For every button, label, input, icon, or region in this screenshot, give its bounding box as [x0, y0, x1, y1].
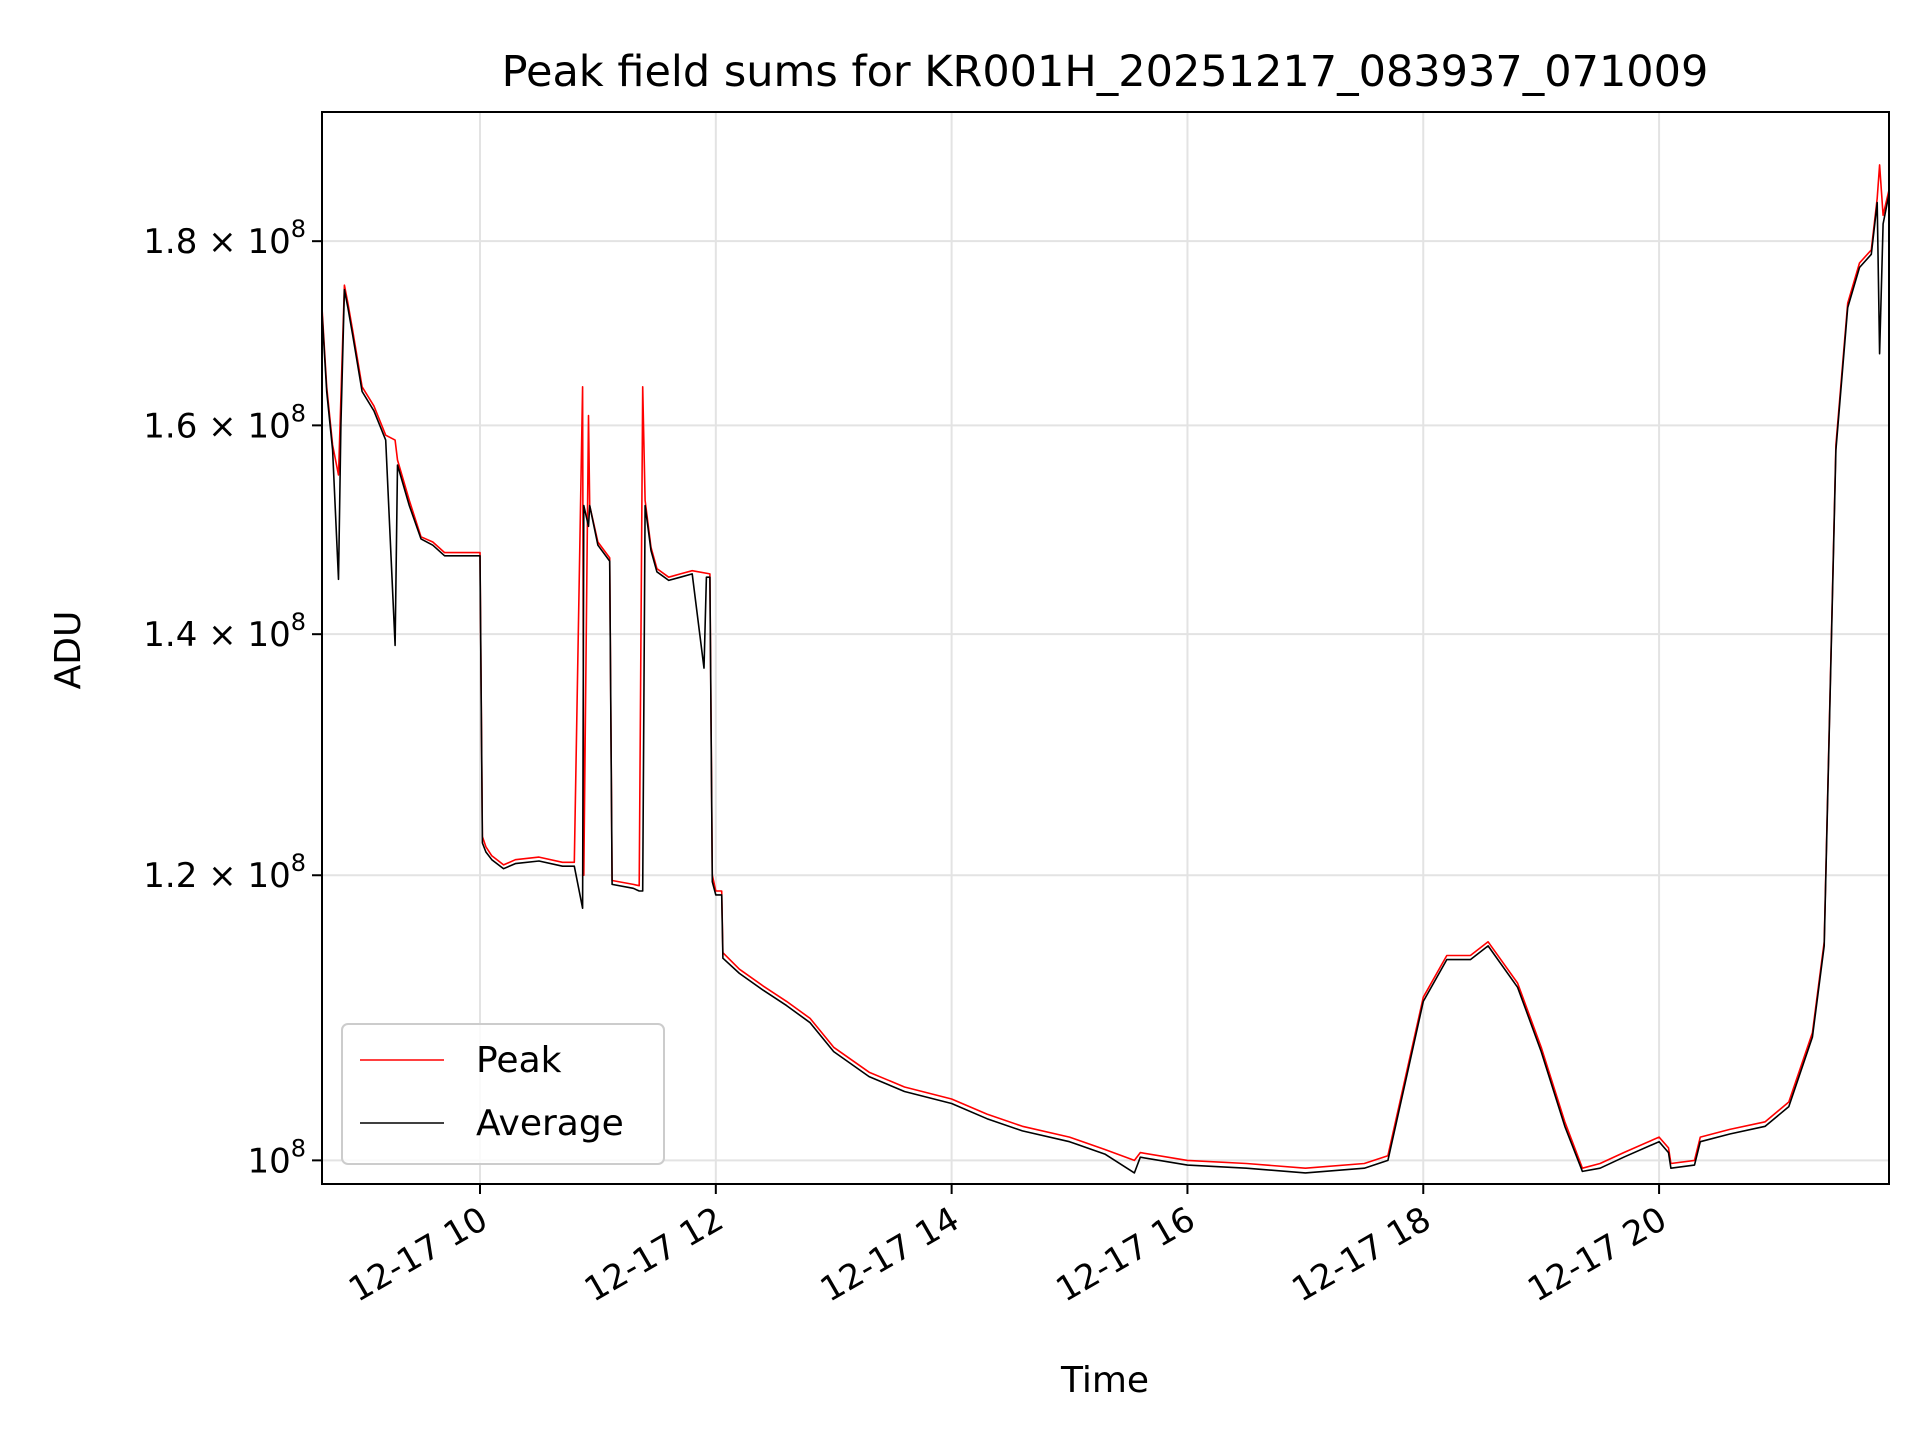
legend-box — [341, 1023, 665, 1165]
y-tick-label: 1.4 × 108 — [143, 608, 306, 655]
y-tick-label: 1.6 × 108 — [143, 399, 306, 446]
y-axis: 108 1.2 × 108 1.4 × 108 1.6 × 108 1.8 × 108 — [143, 215, 322, 1181]
y-tick-label: 108 — [247, 1134, 306, 1181]
plot-frame — [321, 111, 1890, 1185]
y-tick-label: 1.2 × 108 — [143, 849, 306, 896]
y-axis-label: ADU — [48, 611, 89, 690]
legend-label-peak: Peak — [476, 1040, 562, 1081]
x-axis-label: Time — [1060, 1360, 1149, 1401]
legend: Peak Average — [341, 1023, 665, 1165]
legend-label-average: Average — [476, 1103, 624, 1144]
chart-title: Peak field sums for KR001H_20251217_0839… — [502, 47, 1709, 97]
series-line-average — [321, 193, 1890, 1174]
y-tick-label: 1.8 × 108 — [143, 215, 306, 262]
series-layer — [321, 164, 1890, 1174]
